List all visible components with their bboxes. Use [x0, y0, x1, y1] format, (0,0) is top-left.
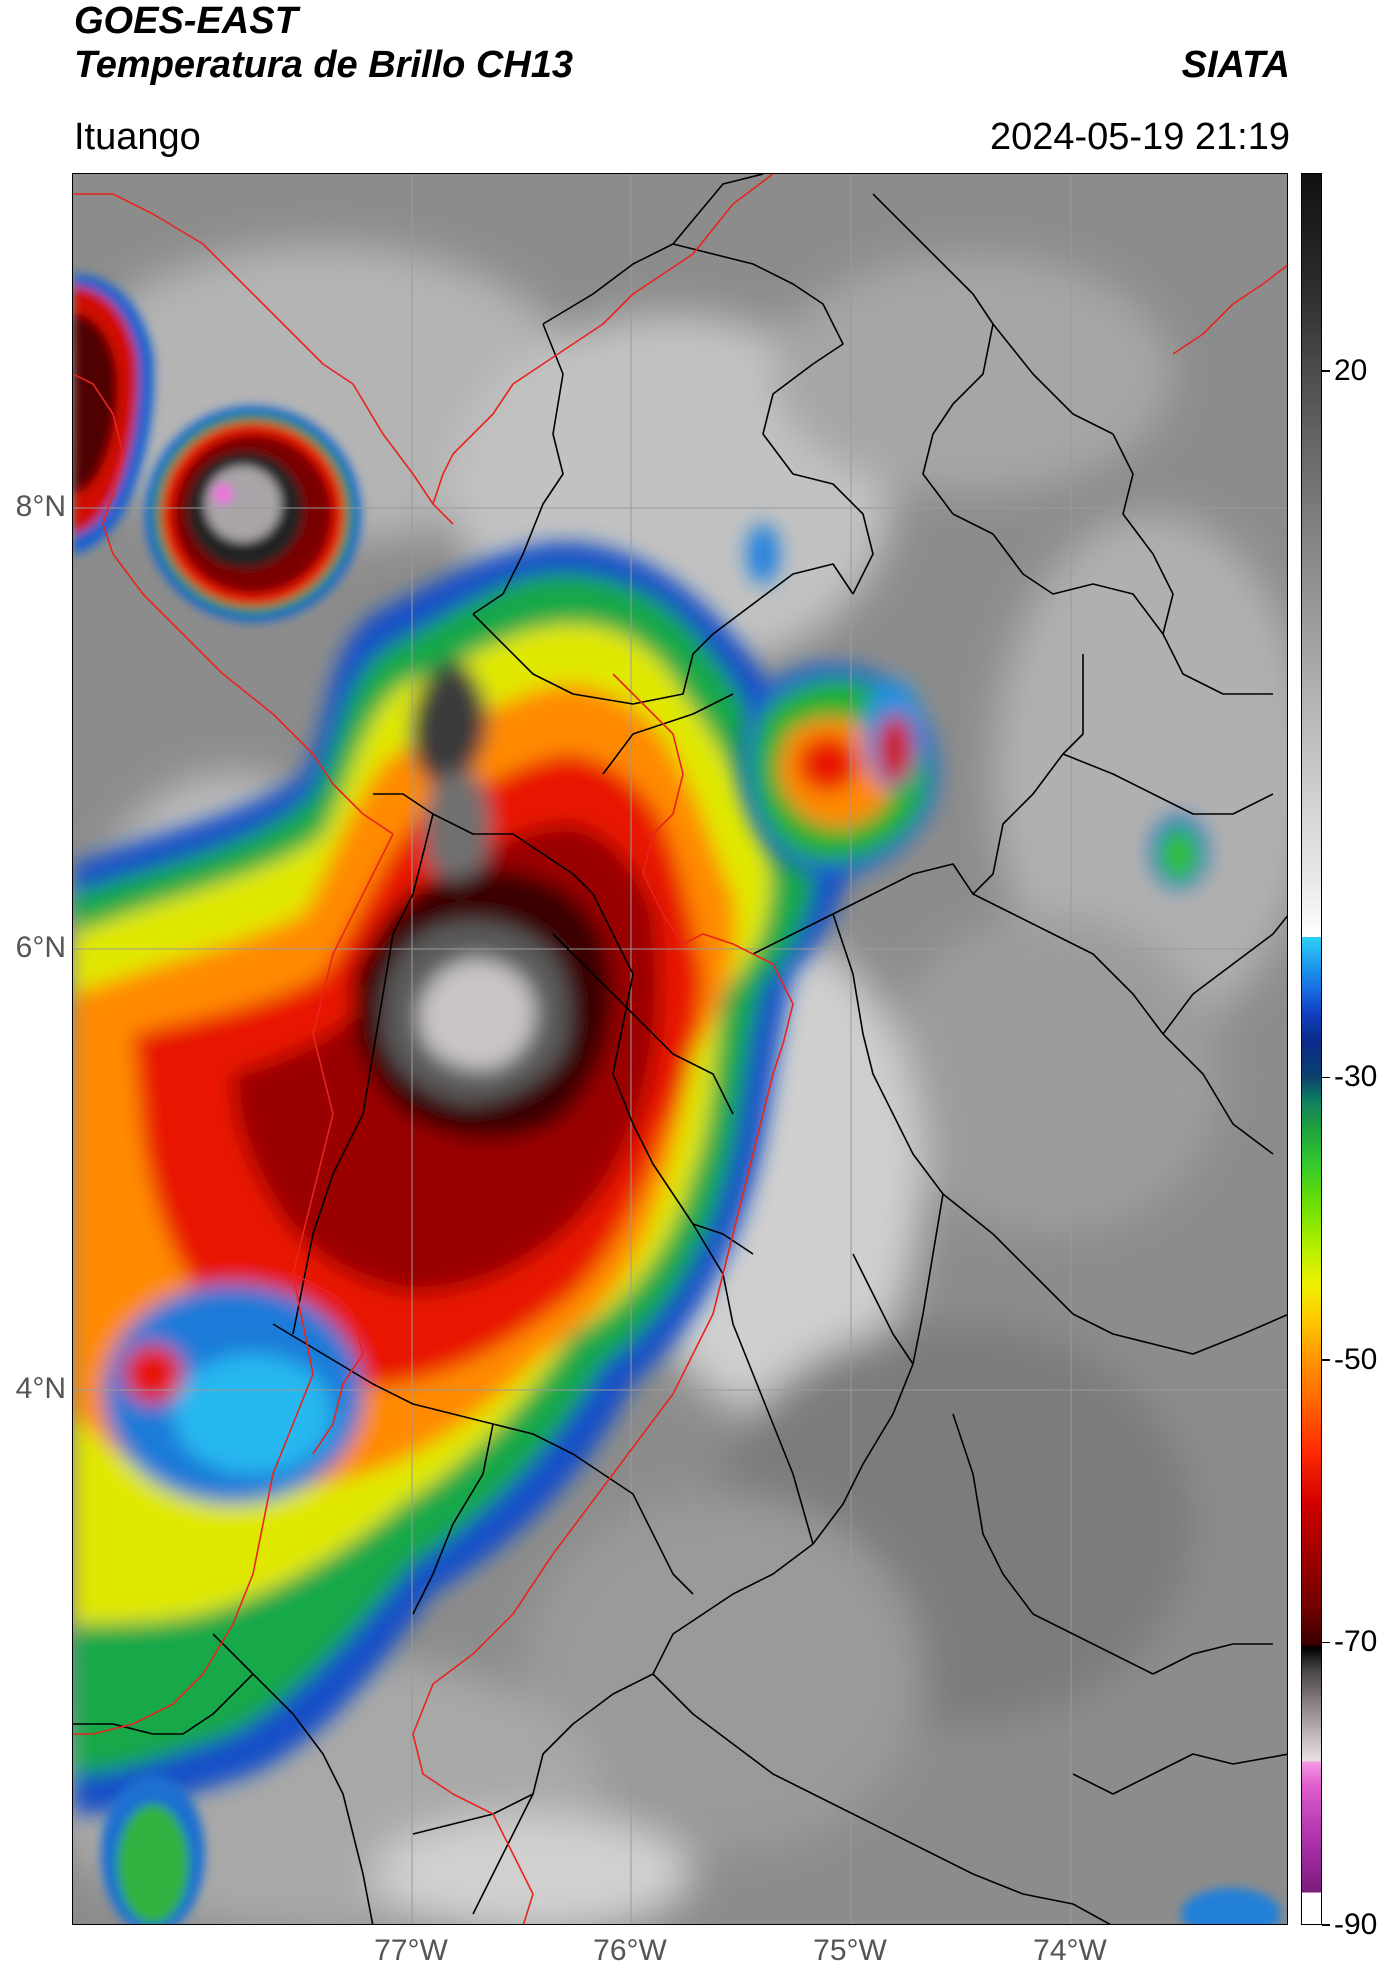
lon-label-75w: 75°W	[813, 1934, 887, 1967]
colorbar-tick-mark	[1322, 1359, 1330, 1361]
colorbar-tick-label: -70	[1334, 1625, 1378, 1659]
title-organization: SIATA	[1181, 44, 1290, 86]
colorbar-tick-mark	[1322, 1924, 1330, 1926]
title-datetime: 2024-05-19 21:19	[989, 116, 1290, 158]
department-boundaries	[73, 174, 1287, 1924]
title-satellite: GOES-EAST	[74, 0, 298, 42]
colorbar-tick-label: -30	[1334, 1060, 1378, 1094]
title-product: Temperatura de Brillo CH13	[74, 44, 574, 86]
colorbar-tick-label: -50	[1334, 1342, 1378, 1376]
lon-label-77w: 77°W	[374, 1934, 448, 1967]
lat-label-8n: 8°N	[15, 490, 66, 523]
temperature-colorbar	[1301, 173, 1322, 1925]
lon-label-76w: 76°W	[593, 1934, 667, 1967]
storm-cloud-northwest	[73, 274, 361, 622]
lat-label-6n: 6°N	[15, 931, 66, 964]
coastline-boundaries	[73, 174, 1287, 1924]
storm-cloud-southwest	[101, 1774, 1281, 1924]
title-location: Ituango	[74, 116, 201, 158]
colorbar-tick-label: 20	[1334, 353, 1368, 387]
map-gridlines	[73, 174, 1287, 1924]
lat-label-4n: 4°N	[15, 1372, 66, 1405]
colorbar-tick-mark	[1322, 1641, 1330, 1644]
lon-label-74w: 74°W	[1033, 1934, 1107, 1967]
satellite-map[interactable]	[72, 173, 1288, 1925]
colorbar-tick-mark	[1322, 1076, 1330, 1078]
map-canvas	[73, 174, 1287, 1924]
storm-cloud-east	[740, 524, 1207, 888]
colorbar-tick-mark	[1322, 370, 1330, 372]
storm-cloud-field	[73, 542, 850, 1814]
colorbar-tick-label: -90	[1334, 1908, 1378, 1941]
